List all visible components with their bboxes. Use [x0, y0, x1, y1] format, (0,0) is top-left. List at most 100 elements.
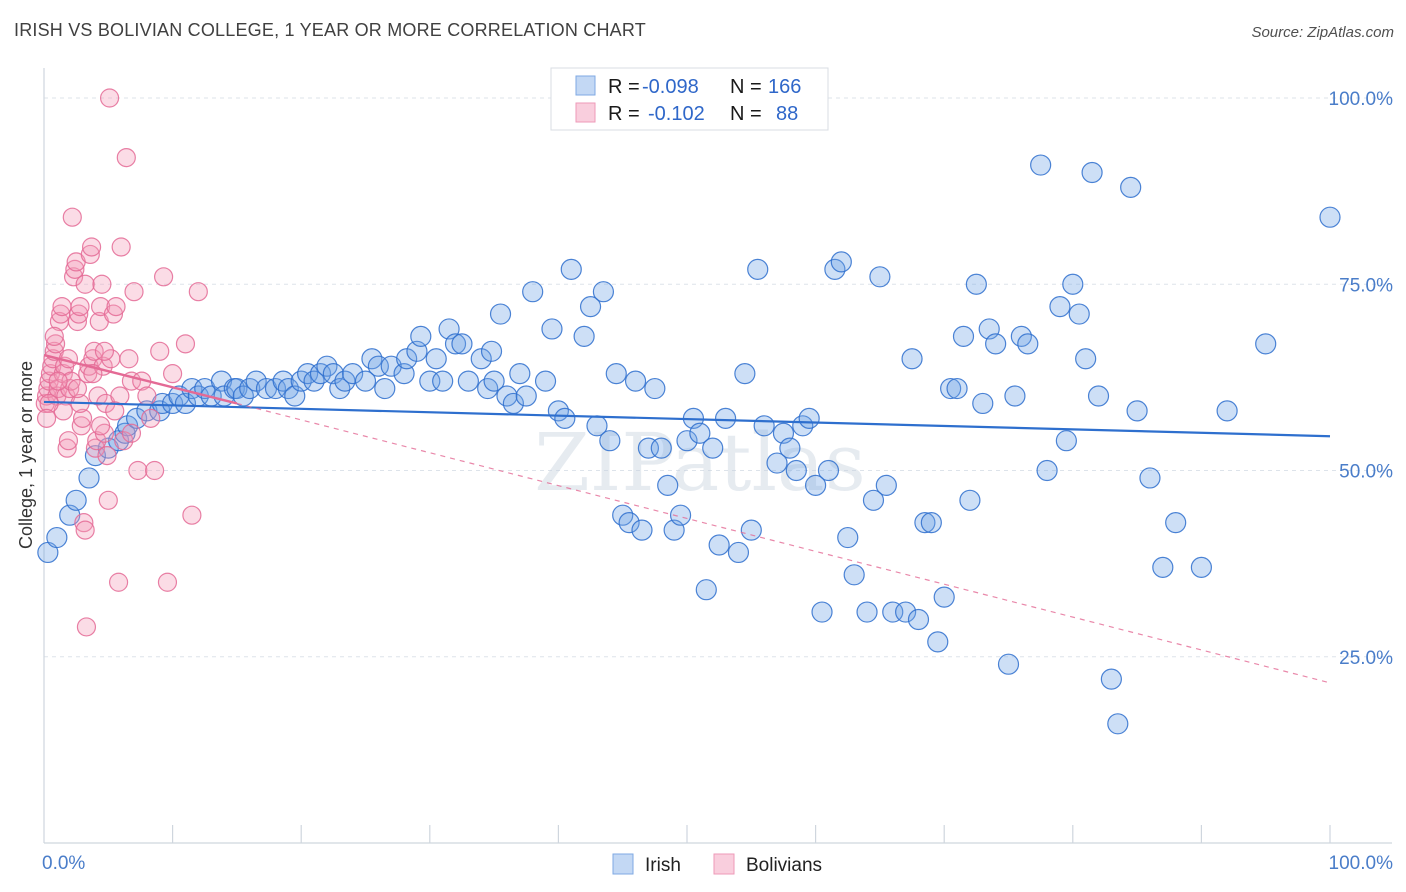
irish-point — [1107, 713, 1129, 735]
bolivians-point — [106, 297, 126, 317]
irish-point — [946, 377, 968, 400]
irish-point — [1068, 303, 1090, 325]
irish-point — [599, 430, 621, 452]
irish-point — [1004, 385, 1026, 407]
bolivians-point — [98, 490, 118, 510]
irish-point — [1216, 400, 1238, 422]
irish-point — [573, 325, 595, 347]
irish-point — [624, 370, 647, 392]
source-credit: Source: ZipAtlas.com — [1251, 24, 1394, 41]
irish-point — [965, 273, 987, 295]
irish-point — [489, 303, 512, 325]
bolivians-point — [63, 267, 84, 287]
irish-point — [264, 377, 287, 400]
legend-r-label-2: R = — [608, 103, 640, 125]
irish-point — [374, 377, 396, 400]
irish-point — [920, 512, 942, 534]
bolivians-point — [99, 88, 120, 108]
irish-point — [1190, 556, 1213, 578]
irish-point — [1120, 176, 1142, 198]
bolivians-point — [60, 378, 80, 399]
irish-point — [843, 564, 865, 586]
bolivians-point — [128, 460, 148, 481]
x-tick-labels: 0.0% 100.0% — [42, 853, 1393, 874]
irish-trend-line — [43, 400, 1331, 438]
bottom-legend-bolivians: Bolivians — [746, 855, 822, 876]
bolivians-point — [108, 572, 129, 592]
bolivians-point — [80, 244, 100, 265]
bolivians-point — [105, 401, 125, 421]
irish-point — [1126, 400, 1148, 422]
irish-point — [444, 333, 467, 355]
irish-point — [1139, 467, 1161, 489]
bolivians-point — [74, 513, 94, 533]
legend-n-value-2: 88 — [776, 103, 798, 125]
irish-point — [509, 363, 531, 385]
irish-point — [657, 474, 679, 496]
series-legend: Irish Bolivians — [612, 853, 822, 876]
irish-point — [1062, 273, 1084, 295]
irish-point — [882, 601, 904, 623]
irish-point — [747, 258, 769, 280]
irish-point — [907, 608, 930, 631]
legend-r-value-1: -0.098 — [642, 76, 699, 98]
irish-point — [959, 489, 981, 511]
irish-point — [419, 370, 441, 392]
y-tick-label: 25.0% — [1339, 648, 1393, 669]
gridlines — [44, 97, 1392, 658]
irish-point — [817, 459, 840, 482]
legend-swatch-bolivians — [575, 102, 596, 123]
legend-n-value-1: 166 — [768, 76, 801, 98]
bolivians-point — [144, 460, 165, 481]
bolivians-point — [111, 237, 131, 257]
bolivians-point — [44, 326, 64, 346]
bolivians-point — [114, 431, 134, 451]
irish-point — [695, 579, 717, 601]
bolivians-points — [35, 88, 208, 637]
bolivians-point — [121, 423, 142, 443]
bolivians-point — [36, 386, 57, 406]
bolivians-point — [45, 334, 66, 354]
irish-point — [1087, 385, 1110, 407]
bolivians-point — [72, 408, 93, 428]
irish-point — [354, 370, 377, 392]
bolivians-point — [88, 386, 108, 406]
legend-swatch-irish — [575, 75, 596, 96]
irish-point — [1165, 512, 1187, 534]
y-tick-label: 100.0% — [1329, 89, 1394, 110]
stats-legend: R = -0.098 N = 166 R = -0.102 N = 88 — [550, 67, 829, 131]
irish-point — [522, 281, 544, 303]
irish-point — [78, 467, 100, 489]
irish-point — [734, 363, 756, 385]
bolivians-point — [58, 431, 79, 451]
irish-point — [714, 407, 737, 429]
irish-point — [592, 281, 615, 303]
y-tick-label: 50.0% — [1339, 462, 1393, 483]
irish-point — [901, 348, 923, 370]
trend-lines — [43, 353, 1331, 684]
bolivians-point — [124, 282, 144, 302]
bolivians-point — [76, 617, 97, 637]
irish-point — [534, 370, 557, 392]
bolivians-point — [65, 259, 85, 279]
irish-point — [933, 586, 955, 608]
bolivians-point — [67, 378, 88, 399]
bolivians-point — [137, 386, 157, 406]
irish-point — [483, 370, 505, 392]
irish-point — [1030, 154, 1052, 176]
irish-point — [811, 601, 833, 623]
bolivians-point — [153, 267, 174, 287]
bolivians-point — [84, 341, 104, 361]
bolivians-point — [103, 304, 124, 324]
irish-point — [727, 541, 750, 564]
irish-points — [37, 154, 1341, 735]
bottom-legend-irish: Irish — [645, 855, 681, 876]
bolivians-point — [48, 371, 68, 391]
irish-point — [451, 333, 473, 355]
irish-point — [46, 526, 68, 549]
bolivians-point — [57, 438, 77, 458]
irish-point — [689, 422, 711, 444]
bolivians-point — [78, 364, 98, 384]
bolivians-trend-line — [43, 353, 238, 405]
